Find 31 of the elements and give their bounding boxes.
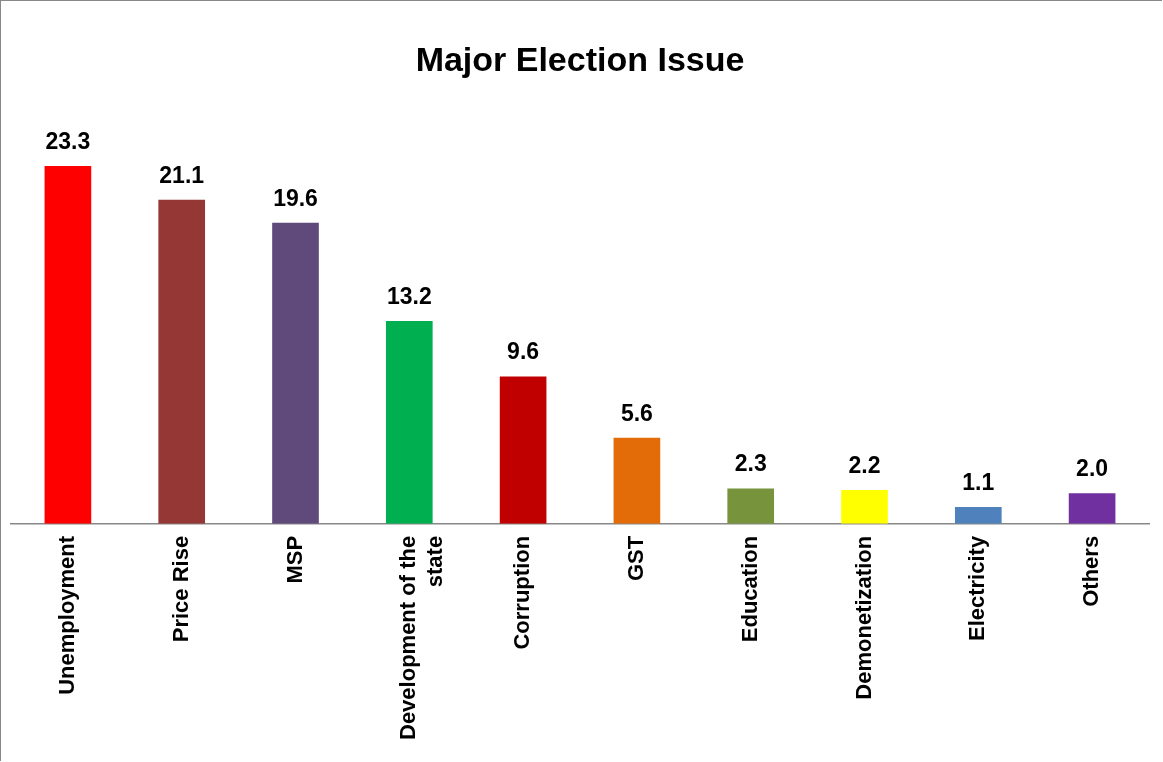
chart-title: Major Election Issue (415, 39, 745, 78)
bar (954, 506, 1002, 524)
data-label: 1.1 (962, 468, 995, 495)
data-label: 19.6 (273, 184, 318, 211)
data-label: 23.3 (45, 127, 91, 154)
data-label: 9.6 (507, 338, 540, 365)
bar (385, 321, 433, 524)
x-tick-label: Corruption (509, 535, 535, 650)
bar (841, 490, 888, 524)
data-label: 5.6 (620, 399, 653, 426)
data-label: 2.3 (734, 450, 767, 477)
x-tick-label: GST (622, 535, 648, 582)
bar (499, 376, 547, 524)
bar (158, 199, 206, 524)
bar (1068, 493, 1116, 524)
x-tick-label: MSP (281, 535, 307, 584)
bar (272, 222, 319, 524)
data-label: 2.2 (848, 451, 881, 478)
x-tick-label: Demonetization (850, 535, 876, 700)
data-label: 21.1 (159, 161, 205, 188)
x-tick-label: Development of the state (395, 535, 447, 741)
bar (727, 488, 775, 524)
data-label: 13.2 (386, 282, 432, 309)
bar (44, 165, 92, 524)
x-tick-label: Unemployment (53, 535, 79, 695)
x-tick-label: Others (1078, 535, 1104, 607)
bar (613, 437, 661, 524)
x-tick-label: Electricity (964, 535, 990, 642)
data-label: 2.0 (1076, 454, 1109, 481)
x-tick-label: Education (736, 535, 762, 643)
x-tick-label: Price Rise (167, 535, 193, 643)
